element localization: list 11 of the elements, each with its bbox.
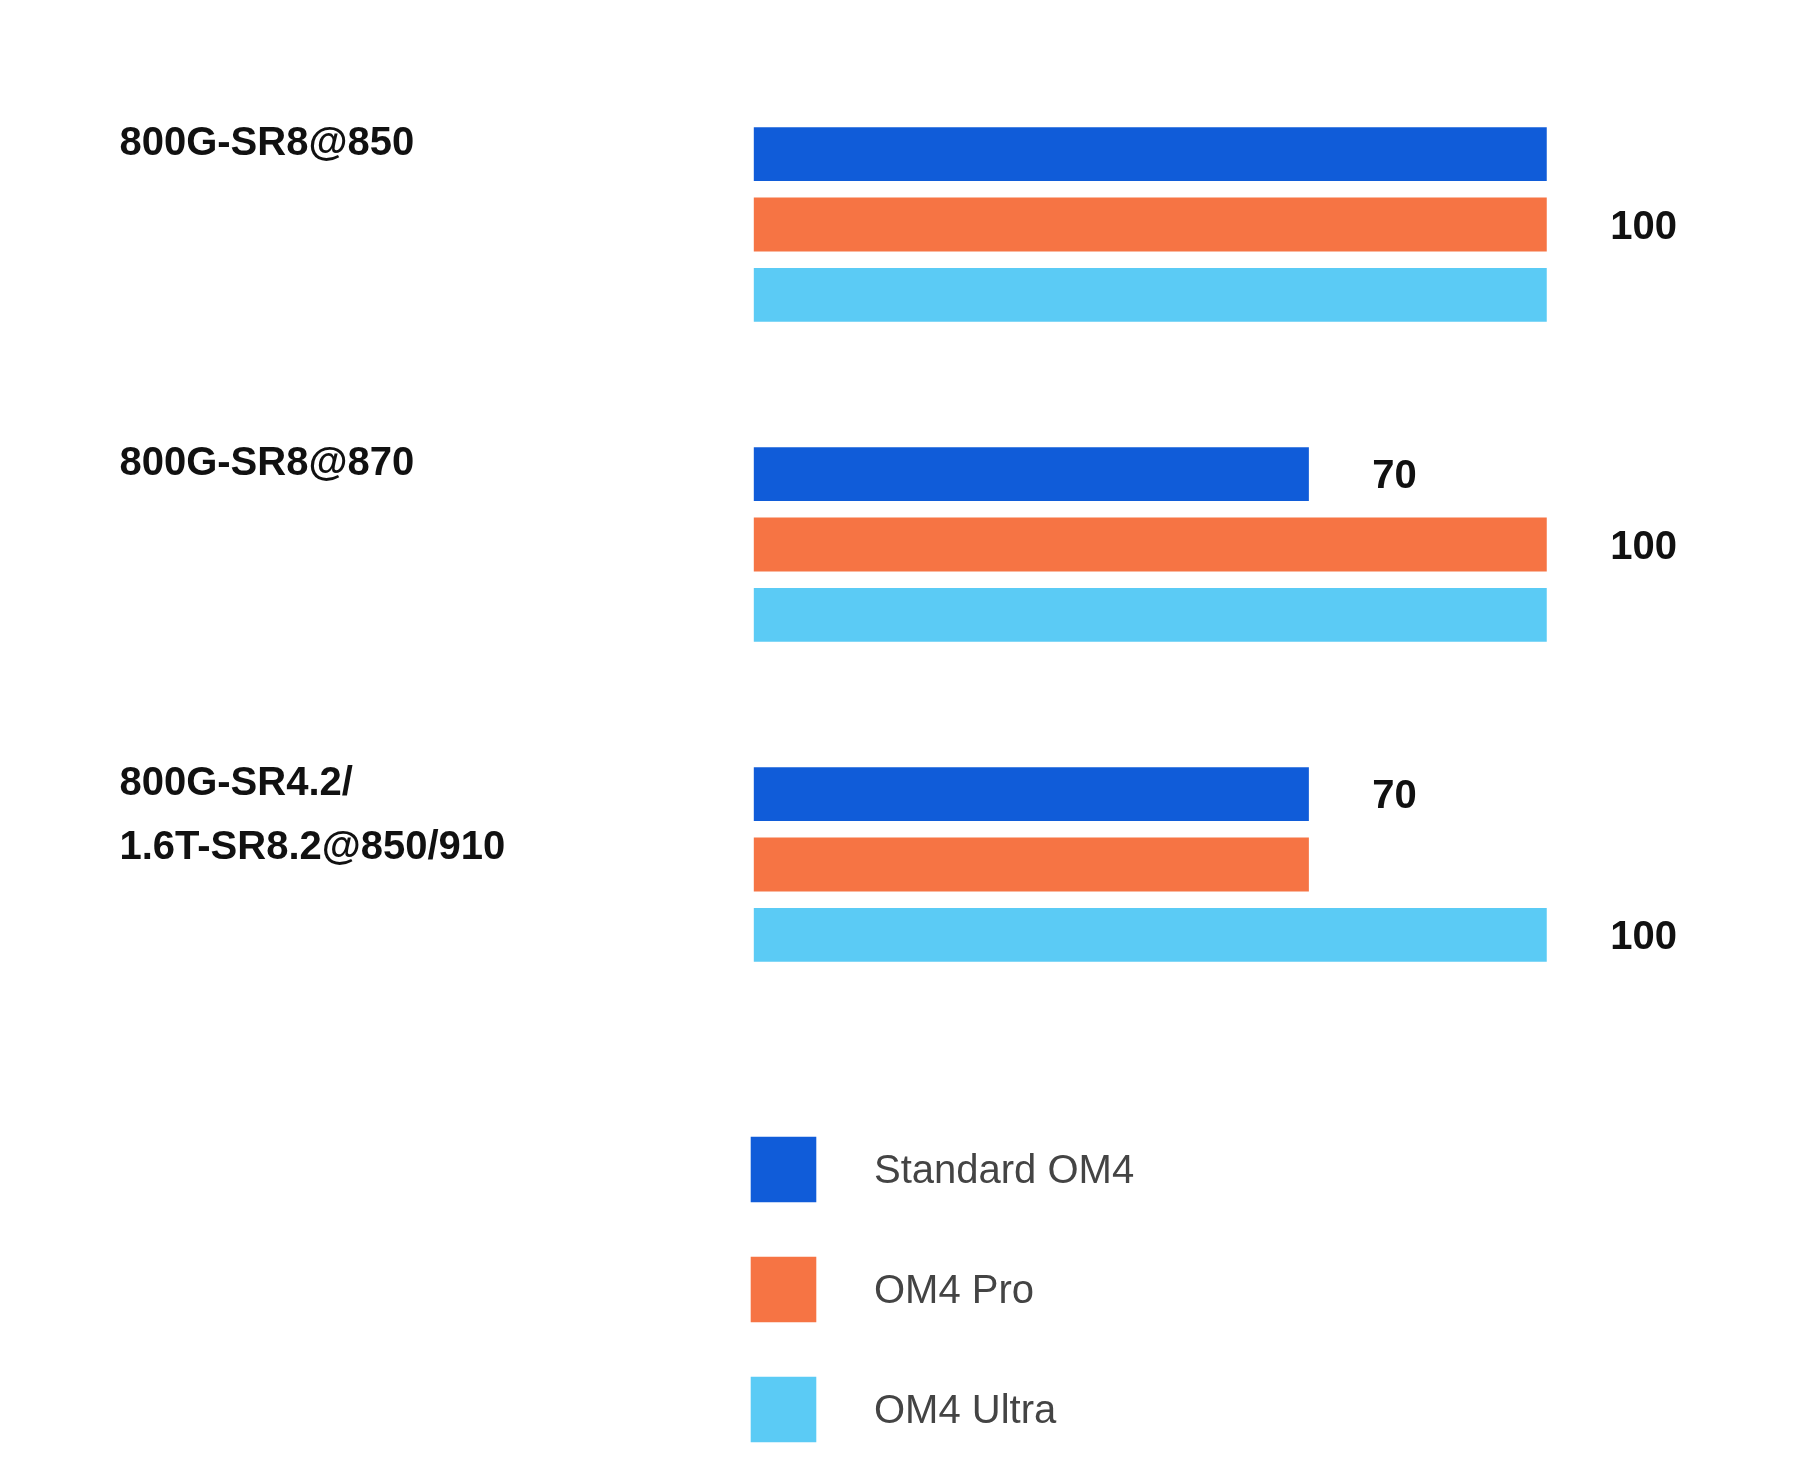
data-label: 70 xyxy=(1372,772,1417,817)
legend-label: Standard OM4 xyxy=(874,1146,1135,1192)
legend-label: OM4 Pro xyxy=(874,1266,1035,1312)
data-label: 100 xyxy=(1610,202,1677,247)
y-tick-label: 800G-SR8@870 xyxy=(119,438,415,483)
y-tick-label: 800G-SR4.2/ 1.6T-SR8.2@850/910 xyxy=(119,758,506,867)
data-label: 100 xyxy=(1610,912,1677,957)
y-tick-label: 800G-SR8@850 xyxy=(119,118,415,163)
data-label: 100 xyxy=(1610,522,1677,567)
data-label: 70 xyxy=(1372,452,1417,497)
legend-label: OM4 Ultra xyxy=(874,1386,1057,1432)
